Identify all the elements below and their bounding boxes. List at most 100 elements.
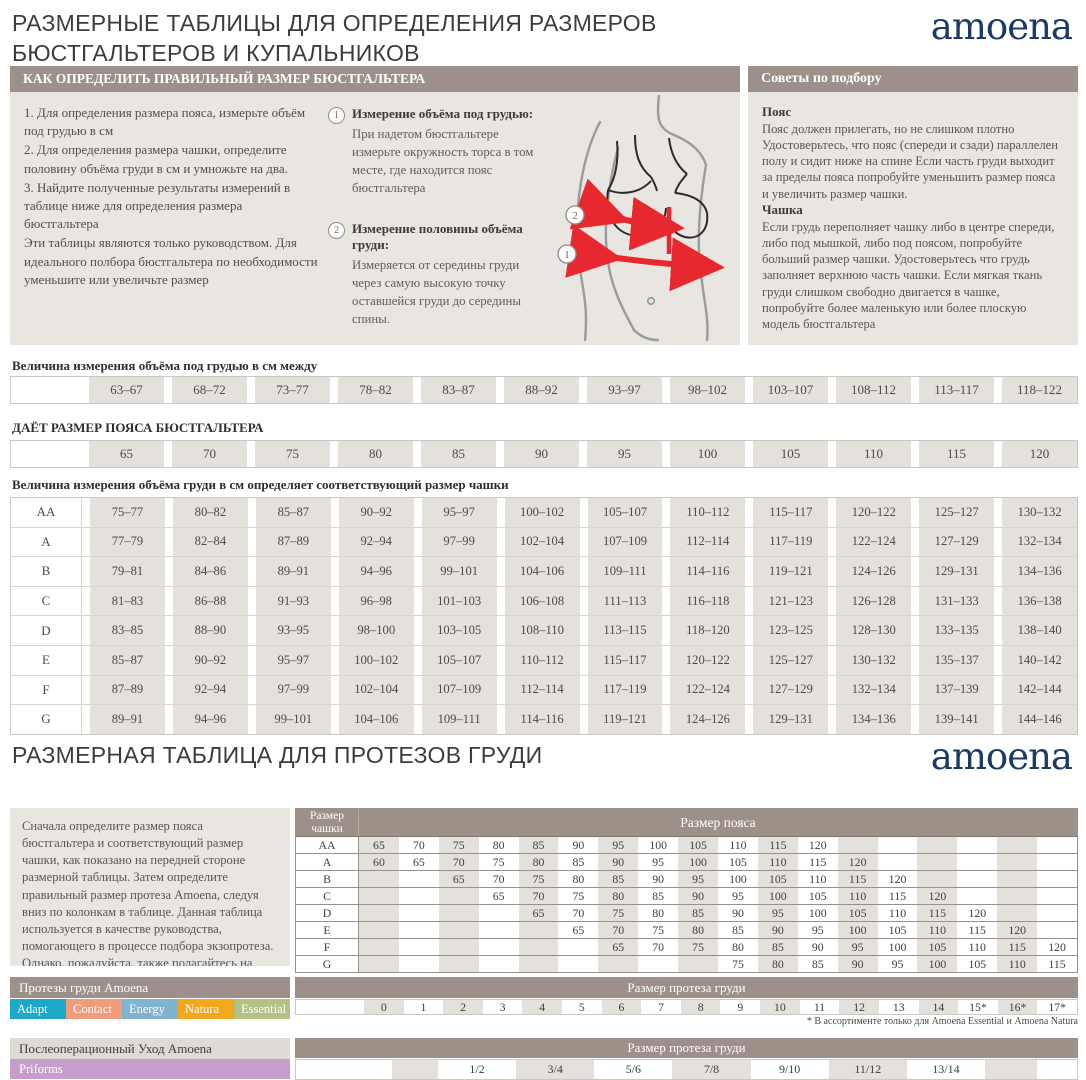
howto-panel: 1. Для определения размера пояса, измерь… xyxy=(10,92,740,345)
column-gap xyxy=(164,616,173,645)
cup-size-cell: 128–130 xyxy=(836,616,912,645)
cup-size-cell: 101–103 xyxy=(421,586,497,616)
column-gap xyxy=(745,586,754,616)
column-gap xyxy=(662,527,671,557)
cup-grid-row: A 77–79 82–84 87–89 92–94 97–99 102–104 107–109… xyxy=(11,527,1078,558)
column-gap xyxy=(579,586,588,616)
column-gap xyxy=(164,586,173,616)
band-cell: 110 xyxy=(917,922,958,938)
empty-cell xyxy=(1037,1060,1077,1079)
column-gap xyxy=(662,616,671,645)
cup-size-cell: 87–89 xyxy=(255,527,331,557)
svg-text:2: 2 xyxy=(572,210,578,222)
column-gap xyxy=(164,441,172,467)
column-gap xyxy=(247,498,256,527)
column-gap xyxy=(662,705,671,734)
prosthesis-table-row: AA 65 70 75 80 85 90 95 100 105 110 115 120 xyxy=(296,837,1077,854)
band-cell: 85 xyxy=(652,888,665,903)
column-gap xyxy=(579,675,588,705)
priforms-chip: Priforms xyxy=(10,1059,290,1079)
band-cell: 65 xyxy=(518,905,559,921)
band-cell: 110 xyxy=(837,888,878,904)
band-table-label: ДАЁТ РАЗМЕР ПОЯСА БЮСТГАЛЬТЕРА xyxy=(12,420,264,435)
band-size-cell: 90 xyxy=(504,441,579,467)
cup-size-cell: 92–94 xyxy=(172,675,248,705)
cup-row-label: B xyxy=(296,871,359,887)
column-gap xyxy=(247,675,256,705)
column-gap xyxy=(994,645,1003,675)
band-cell: 90 xyxy=(811,939,824,954)
band-cell: 115 xyxy=(997,939,1038,955)
band-cell: 90 xyxy=(572,837,585,852)
band-cell: 115 xyxy=(888,888,907,903)
product-chip-contact: Contact xyxy=(66,999,122,1019)
cup-size-cell: 85–87 xyxy=(255,498,331,527)
band-cell xyxy=(359,871,399,887)
tips-section-header: Советы по подбору xyxy=(748,66,1078,92)
empty-lead-cell xyxy=(11,377,81,403)
cup-size-cell: 90–92 xyxy=(338,498,414,527)
band-cell: 80 xyxy=(678,922,719,938)
prosthesis-size-cell: 9 xyxy=(737,999,744,1014)
column-gap xyxy=(330,377,338,403)
band-cell xyxy=(399,956,439,972)
band-cell: 85 xyxy=(598,871,639,887)
band-cell: 120 xyxy=(1048,939,1066,954)
cup-size-cell: 129–131 xyxy=(753,705,829,734)
howto-section-header: КАК ОПРЕДЕЛИТЬ ПРАВИЛЬНЫЙ РАЗМЕР БЮСТГАЛ… xyxy=(10,66,740,92)
column-gap xyxy=(579,645,588,675)
band-cell: 110 xyxy=(757,854,798,870)
cup-row-label: G xyxy=(11,705,82,734)
band-cell: 90 xyxy=(598,854,639,870)
column-gap xyxy=(745,645,754,675)
band-cell xyxy=(957,837,997,853)
band-cell: 100 xyxy=(808,905,827,920)
column-gap xyxy=(164,675,173,705)
step-3: 3. Найдите полученные результаты измерен… xyxy=(24,179,291,232)
band-cell: 95 xyxy=(891,956,904,971)
cup-grid-row: E 85–87 90–92 95–97 100–102 105–107 110–112 115… xyxy=(11,645,1078,676)
band-cell: 70 xyxy=(518,888,559,904)
band-cell xyxy=(917,854,958,870)
empty-lead-cell xyxy=(296,1060,392,1079)
column-gap xyxy=(496,377,504,403)
column-gap xyxy=(745,705,754,734)
prosthesis-size-cell: 2 xyxy=(443,1000,483,1014)
band-cell: 100 xyxy=(729,871,747,886)
column-gap xyxy=(330,527,339,557)
product-chip-essential: Essential xyxy=(234,999,290,1019)
cup-row-label: D xyxy=(11,616,82,645)
bra-measurement-illustration: 2 1 xyxy=(538,94,738,342)
prosthesis-size-cell: 8 xyxy=(680,1000,721,1014)
cup-size-grid: AA 75–77 80–82 85–87 90–92 95–97 100–102 105–10… xyxy=(10,497,1078,735)
column-gap xyxy=(994,675,1003,705)
cup-size-cell: 130–132 xyxy=(836,645,912,675)
column-gap xyxy=(413,586,422,616)
cup-size-cell: 138–140 xyxy=(1002,616,1078,645)
priform-size-row: 1/2 3/4 5/6 7/8 9/10 11/12 13/14 xyxy=(295,1059,1078,1080)
column-gap xyxy=(662,498,671,527)
band-cell xyxy=(957,854,997,870)
band-cell xyxy=(997,905,1038,921)
cup-size-cell: 142–144 xyxy=(1002,675,1078,705)
column-gap xyxy=(330,498,339,527)
underbust-table-label: Величина измерения объёма под грудью в с… xyxy=(12,358,318,373)
cup-row-label: E xyxy=(11,645,82,675)
band-size-cell: 120 xyxy=(1002,441,1077,467)
howto-steps: 1. Для определения размера пояса, измерь… xyxy=(24,104,320,290)
band-cell xyxy=(438,905,479,921)
empty-cell xyxy=(984,1060,1037,1079)
column-gap xyxy=(496,645,505,675)
cup-size-cell: 91–93 xyxy=(255,586,331,616)
column-gap xyxy=(662,675,671,705)
band-size-cell: 70 xyxy=(172,441,247,467)
cup-grid-row: AA 75–77 80–82 85–87 90–92 95–97 100–102 105–10… xyxy=(11,498,1078,528)
band-cell: 65 xyxy=(598,939,639,955)
column-gap xyxy=(247,616,256,645)
column-gap xyxy=(828,498,837,527)
cup-size-cell: 105–107 xyxy=(421,645,497,675)
band-cell: 85 xyxy=(572,854,585,869)
column-gap xyxy=(745,498,754,527)
band-cell xyxy=(359,905,399,921)
band-cell: 95 xyxy=(598,837,639,853)
